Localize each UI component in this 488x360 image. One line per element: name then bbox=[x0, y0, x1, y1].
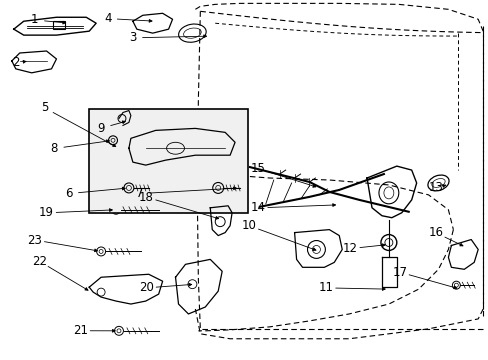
Text: 12: 12 bbox=[342, 242, 357, 255]
Text: 4: 4 bbox=[104, 12, 111, 25]
Text: 11: 11 bbox=[318, 282, 333, 294]
Text: 15: 15 bbox=[250, 162, 265, 175]
Text: 1: 1 bbox=[31, 13, 39, 27]
Text: 23: 23 bbox=[27, 234, 42, 247]
Text: 3: 3 bbox=[129, 31, 136, 44]
Text: 10: 10 bbox=[242, 219, 256, 232]
Text: 17: 17 bbox=[391, 266, 407, 279]
Text: 7: 7 bbox=[136, 187, 143, 200]
Text: 9: 9 bbox=[98, 122, 105, 135]
Text: 5: 5 bbox=[41, 102, 48, 114]
Text: 14: 14 bbox=[250, 201, 265, 214]
Text: 16: 16 bbox=[428, 226, 443, 239]
Bar bbox=[53, 21, 65, 29]
Text: 13: 13 bbox=[428, 181, 443, 194]
Text: 19: 19 bbox=[39, 206, 54, 219]
Text: 6: 6 bbox=[65, 187, 72, 200]
Bar bbox=[89, 109, 247, 213]
Text: 22: 22 bbox=[32, 255, 47, 268]
Text: 8: 8 bbox=[50, 142, 58, 155]
Text: 18: 18 bbox=[139, 191, 154, 204]
Text: 21: 21 bbox=[73, 324, 88, 337]
Text: 20: 20 bbox=[139, 282, 154, 294]
Text: 2: 2 bbox=[12, 56, 19, 69]
